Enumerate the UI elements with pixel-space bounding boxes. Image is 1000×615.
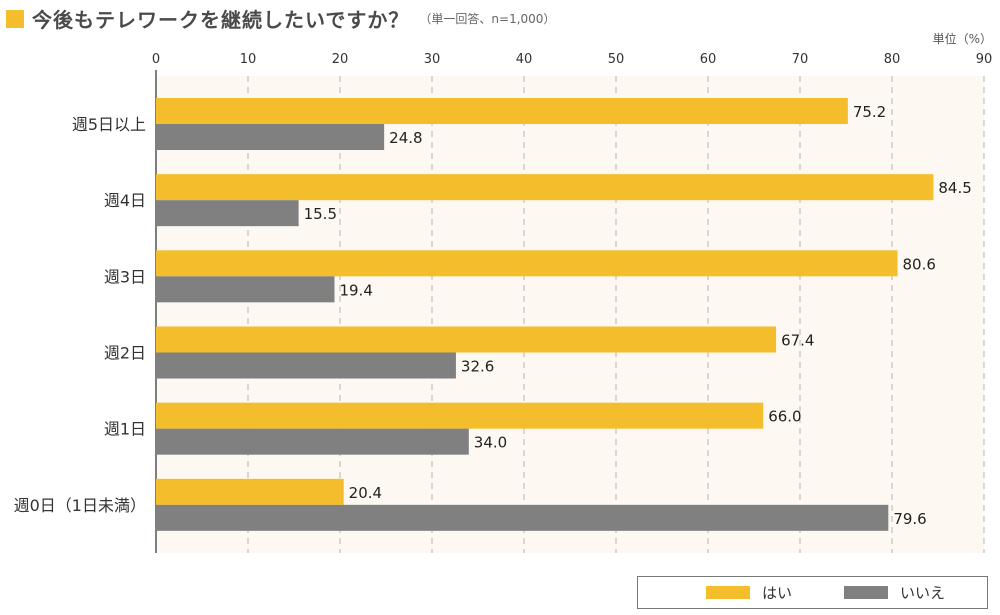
bar-no [156, 200, 299, 227]
bar-yes [156, 478, 344, 505]
x-tick-label: 60 [700, 52, 717, 67]
x-tick-label: 90 [976, 52, 993, 67]
bar-yes [156, 250, 898, 277]
bar-no [156, 124, 385, 150]
x-tick-label: 40 [516, 52, 533, 67]
bar-yes [156, 402, 764, 429]
category-label: 週0日（1日未満） [14, 496, 146, 515]
unit-label: 単位（%） [932, 32, 992, 46]
x-tick-label: 0 [152, 52, 160, 67]
data-label: 84.5 [938, 179, 971, 197]
legend-item-no: いいえ [844, 582, 945, 603]
bar-no [156, 276, 335, 303]
legend-label-yes: はい [762, 584, 793, 602]
data-label: 20.4 [349, 484, 382, 502]
legend-swatch-yes [706, 586, 750, 599]
data-label: 66.0 [768, 408, 801, 426]
data-label: 34.0 [474, 434, 507, 452]
data-label: 75.2 [853, 103, 886, 121]
title-note: （単一回答、n=1,000） [419, 12, 556, 26]
x-tick-label: 50 [608, 52, 625, 67]
x-tick-label: 10 [240, 52, 257, 67]
data-label: 79.6 [893, 510, 926, 528]
category-label: 週5日以上 [72, 115, 146, 134]
plot-background [156, 76, 984, 553]
x-tick-label: 80 [884, 52, 901, 67]
legend: はい いいえ [637, 576, 988, 609]
category-label: 週4日 [104, 191, 146, 210]
x-tick-label: 70 [792, 52, 809, 67]
bar-yes [156, 174, 934, 201]
bar-no [156, 428, 469, 455]
data-label: 67.4 [781, 332, 814, 350]
legend-label-no: いいえ [900, 584, 946, 602]
bar-no [156, 352, 456, 379]
category-label: 週2日 [104, 344, 146, 363]
legend-item-yes: はい [706, 582, 792, 603]
data-label: 32.6 [461, 358, 494, 376]
chart-title: 今後もテレワークを継続したいですか？ （単一回答、n=1,000） [6, 4, 555, 33]
data-label: 19.4 [339, 281, 372, 299]
data-label: 15.5 [304, 205, 337, 223]
data-label: 80.6 [903, 255, 936, 273]
legend-swatch-no [844, 586, 889, 599]
category-label: 週1日 [104, 420, 146, 439]
title-text: 今後もテレワークを継続したいですか？ [32, 8, 410, 32]
bar-yes [156, 326, 777, 353]
category-label: 週3日 [104, 267, 146, 286]
title-marker [6, 9, 24, 28]
bar-yes [156, 98, 848, 124]
x-tick-label: 30 [424, 52, 441, 67]
x-tick-label: 20 [332, 52, 349, 67]
bar-no [156, 504, 889, 531]
data-label: 24.8 [389, 129, 422, 147]
